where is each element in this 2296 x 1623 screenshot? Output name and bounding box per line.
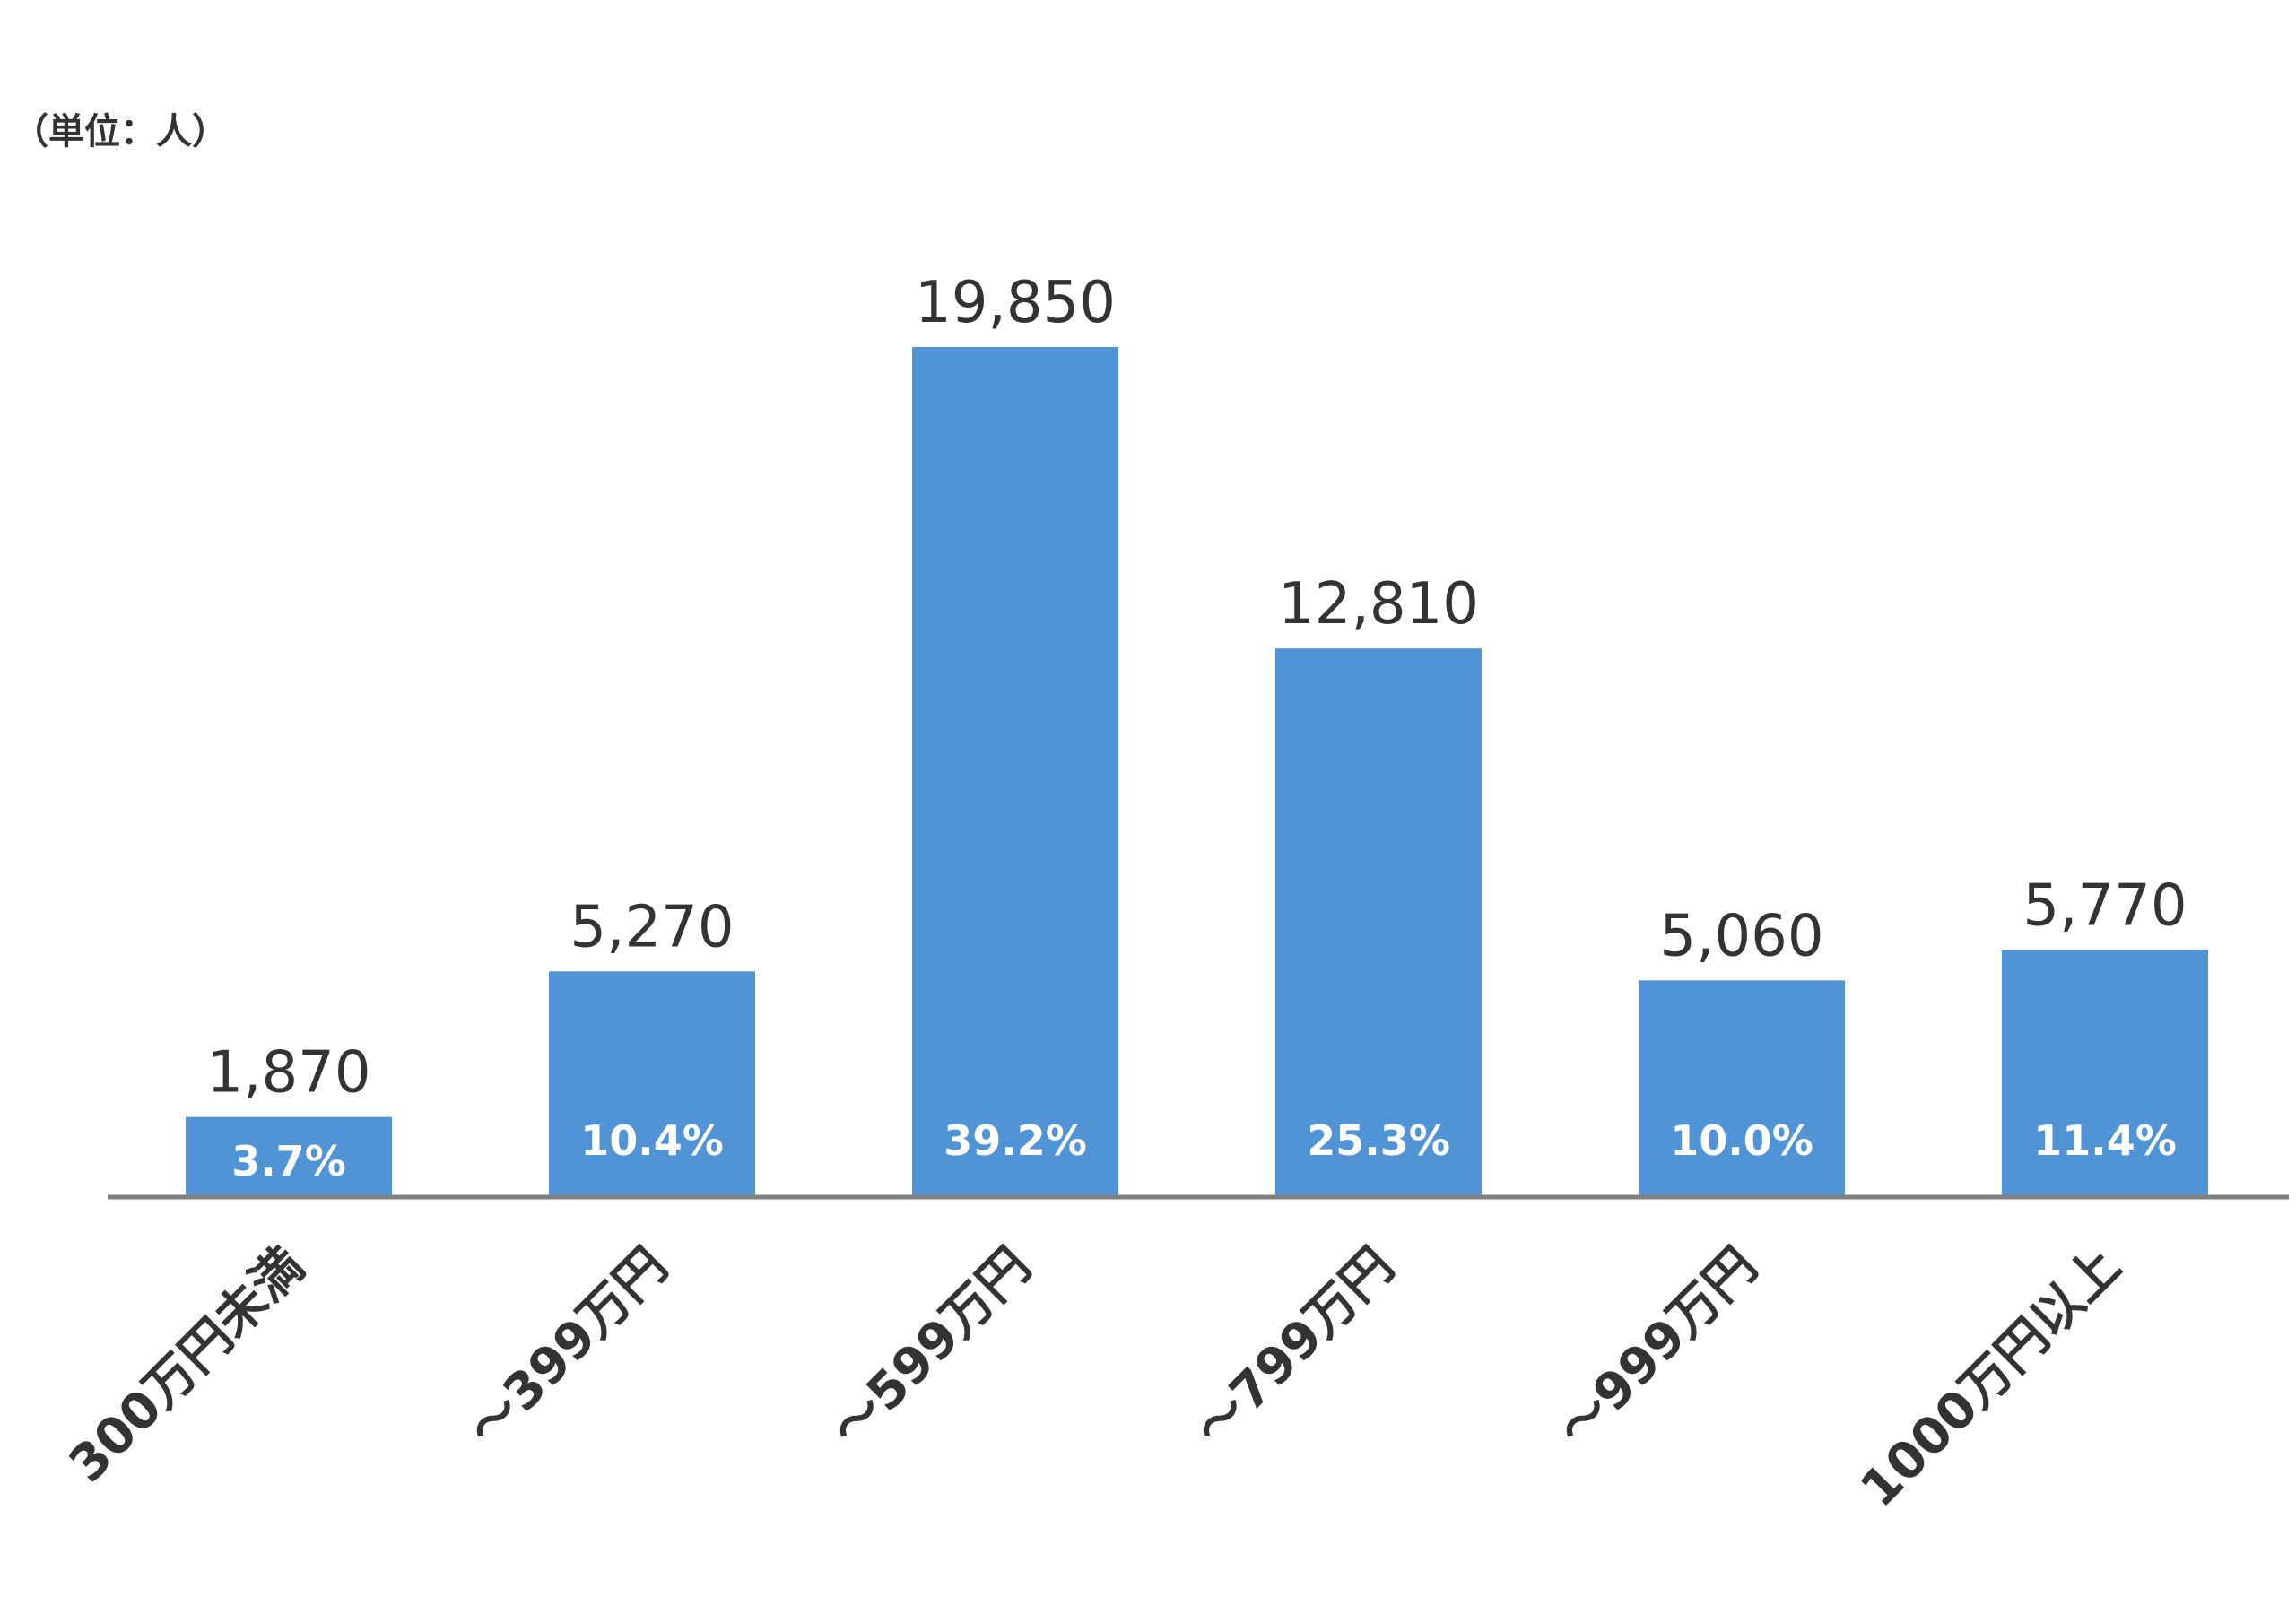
value-label-6: 5,770 (2022, 872, 2187, 939)
value-label-4: 12,810 (1278, 571, 1479, 638)
bars-group (186, 347, 2208, 1197)
bar-3 (912, 347, 1118, 1197)
category-label-3: ～599万円 (820, 1237, 1041, 1458)
percent-label-3: 39.2% (944, 1116, 1087, 1165)
value-label-1: 1,870 (206, 1040, 370, 1107)
value-label-3: 19,850 (915, 270, 1116, 336)
percent-label-1: 3.7% (231, 1137, 346, 1185)
percent-label-5: 10.0% (1670, 1116, 1813, 1165)
percent-label-4: 25.3% (1307, 1116, 1450, 1165)
percent-labels-group: 3.7% 10.4% 39.2% 25.3% 10.0% 11.4% (231, 1116, 2177, 1185)
value-labels-group: 1,870 5,270 19,850 12,810 5,060 5,770 (206, 270, 2187, 1107)
bar-1 (186, 1116, 392, 1197)
unit-label: （単位：人） (13, 111, 228, 152)
category-label-1: 300万円未満 (58, 1237, 316, 1494)
percent-label-2: 10.4% (580, 1116, 724, 1165)
category-label-6: 1000万円以上 (1849, 1237, 2132, 1519)
percent-label-6: 11.4% (2033, 1116, 2177, 1165)
category-labels-group: 300万円未満 ～399万円 ～599万円 ～799万円 ～999万円 1000万円以上 (58, 1237, 2132, 1519)
value-label-2: 5,270 (570, 894, 734, 960)
category-label-4: ～799万円 (1183, 1237, 1405, 1458)
bar-6 (2002, 950, 2208, 1197)
category-label-5: ～999万円 (1546, 1237, 1768, 1458)
bar-2 (549, 971, 755, 1197)
bar-5 (1639, 980, 1845, 1197)
value-label-5: 5,060 (1659, 903, 1823, 969)
category-label-2: ～399万円 (457, 1237, 678, 1458)
bar-4 (1275, 648, 1482, 1197)
